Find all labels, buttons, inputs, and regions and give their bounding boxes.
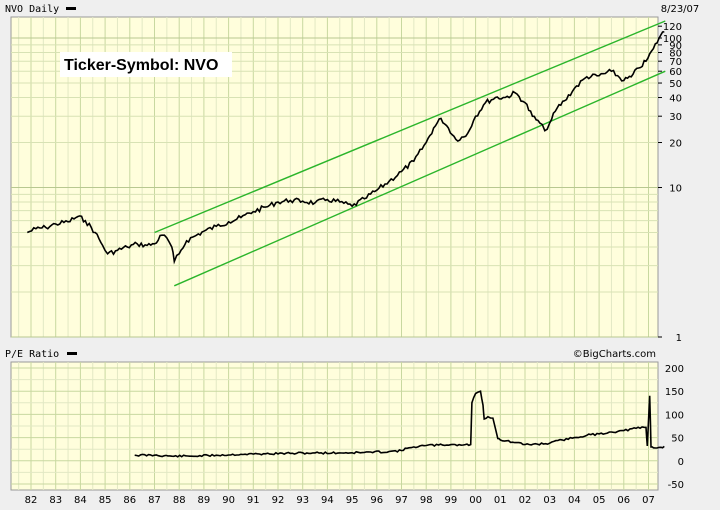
x-tick-label: 05 (593, 495, 606, 506)
price-panel-title: NVO Daily (5, 4, 59, 15)
price-y-tick-label: 120 (663, 22, 682, 33)
price-y-tick-label: 20 (669, 139, 682, 150)
x-tick-label: 92 (272, 495, 285, 506)
price-y-tick-label: 80 (669, 49, 682, 60)
ticker-annotation-box (60, 52, 232, 77)
trend-line (154, 20, 666, 234)
pe-y-tick-label: 200 (665, 364, 684, 375)
x-tick-label: 93 (296, 495, 309, 506)
x-axis-ticks: 82 83 84 85 86 87 88 89 90 91 92 93 94 95 96 97 98 99 00 01… (25, 495, 655, 506)
pe-gridlines (11, 362, 658, 490)
price-y-tick-label: 40 (669, 94, 682, 105)
x-tick-label: 87 (148, 495, 161, 506)
price-y-tick-label: 90 (669, 41, 682, 52)
price-y-tick-label: 100 (663, 34, 682, 45)
price-legend-swatch (66, 7, 76, 10)
price-y-tick-label: 1 (676, 333, 682, 344)
x-tick-label: 91 (247, 495, 260, 506)
x-tick-label: 82 (25, 495, 38, 506)
x-tick-label: 83 (49, 495, 62, 506)
price-y-tick-label: 30 (669, 112, 682, 123)
x-tick-label: 89 (198, 495, 211, 506)
price-y-tick-label: 50 (669, 79, 682, 90)
pe-y-tick-label: -50 (668, 480, 684, 491)
pe-axis-ticks: -50 0 50 100 150 200 (665, 364, 684, 491)
ticker-annotation: Ticker-Symbol: NVO (64, 57, 218, 74)
price-y-tick-label: 70 (669, 57, 682, 68)
pe-panel-title: P/E Ratio (5, 349, 59, 360)
pe-y-tick-label: 0 (678, 457, 684, 468)
price-y-tick-label: 60 (669, 67, 682, 78)
x-tick-label: 03 (543, 495, 556, 506)
price-series (26, 31, 665, 265)
pe-line (134, 390, 665, 458)
x-tick-label: 06 (617, 495, 630, 506)
trend-lines (154, 20, 666, 287)
x-tick-label: 01 (494, 495, 507, 506)
pe-y-tick-label: 150 (665, 387, 684, 398)
x-tick-label: 95 (346, 495, 359, 506)
price-panel-date: 8/23/07 (661, 4, 700, 15)
x-tick-label: 88 (173, 495, 186, 506)
x-tick-label: 85 (99, 495, 112, 506)
x-tick-label: 99 (445, 495, 458, 506)
pe-panel-credit: ©BigCharts.com (573, 349, 656, 360)
x-tick-label: 07 (642, 495, 655, 506)
pe-y-tick-label: 50 (671, 434, 684, 445)
x-tick-label: 00 (469, 495, 482, 506)
x-tick-label: 86 (123, 495, 136, 506)
x-tick-label: 90 (222, 495, 235, 506)
x-tick-label: 96 (370, 495, 383, 506)
x-tick-label: 94 (321, 495, 334, 506)
price-line (26, 31, 665, 265)
pe-y-tick-label: 100 (665, 410, 684, 421)
price-y-tick-label: 10 (669, 184, 682, 195)
x-tick-label: 84 (74, 495, 87, 506)
pe-legend-swatch (67, 352, 77, 355)
x-tick-label: 98 (420, 495, 433, 506)
x-tick-label: 97 (395, 495, 408, 506)
x-tick-label: 04 (568, 495, 581, 506)
x-tick-label: 02 (519, 495, 532, 506)
trend-line (173, 70, 666, 287)
pe-series (134, 390, 665, 458)
